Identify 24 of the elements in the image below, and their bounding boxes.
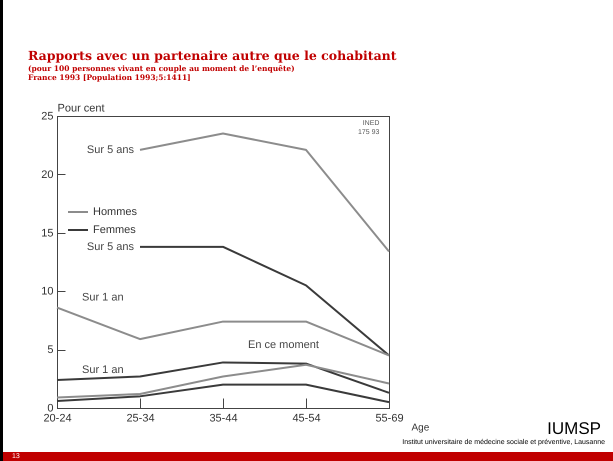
y-tick-label: 25 — [41, 110, 54, 122]
line-series — [56, 306, 390, 356]
x-tick-label: 35-44 — [209, 412, 238, 424]
annotation: Sur 5 ans — [86, 144, 134, 156]
annotation: Sur 1 an — [82, 364, 124, 376]
x-tick-label: 45-54 — [292, 412, 321, 424]
annotation: Sur 1 an — [82, 292, 124, 304]
x-tick-label: 20-24 — [43, 412, 72, 424]
annotation: Sur 5 ans — [86, 240, 134, 253]
x-tick-label: 55-69 — [375, 412, 404, 424]
y-tick-label: 0 — [47, 402, 54, 414]
y-tick-label: 20 — [41, 168, 54, 181]
y-tick-label: 10 — [41, 286, 54, 298]
x-axis-title: Age — [412, 422, 430, 434]
text: IUMSP — [547, 419, 601, 438]
chart-title: Rapports avec un partenaire autre que le cohabitant — [28, 48, 397, 63]
line-series — [56, 364, 390, 398]
legend-label: Femmes — [93, 224, 136, 236]
x-tick-label: 25-34 — [126, 412, 155, 424]
y-axis-title: Pour cent — [58, 102, 105, 114]
y-tick-label: 15 — [41, 227, 54, 240]
legend-label: Hommes — [93, 206, 138, 218]
annotation: En ce moment — [248, 339, 319, 351]
y-tick-label: 5 — [47, 344, 54, 356]
